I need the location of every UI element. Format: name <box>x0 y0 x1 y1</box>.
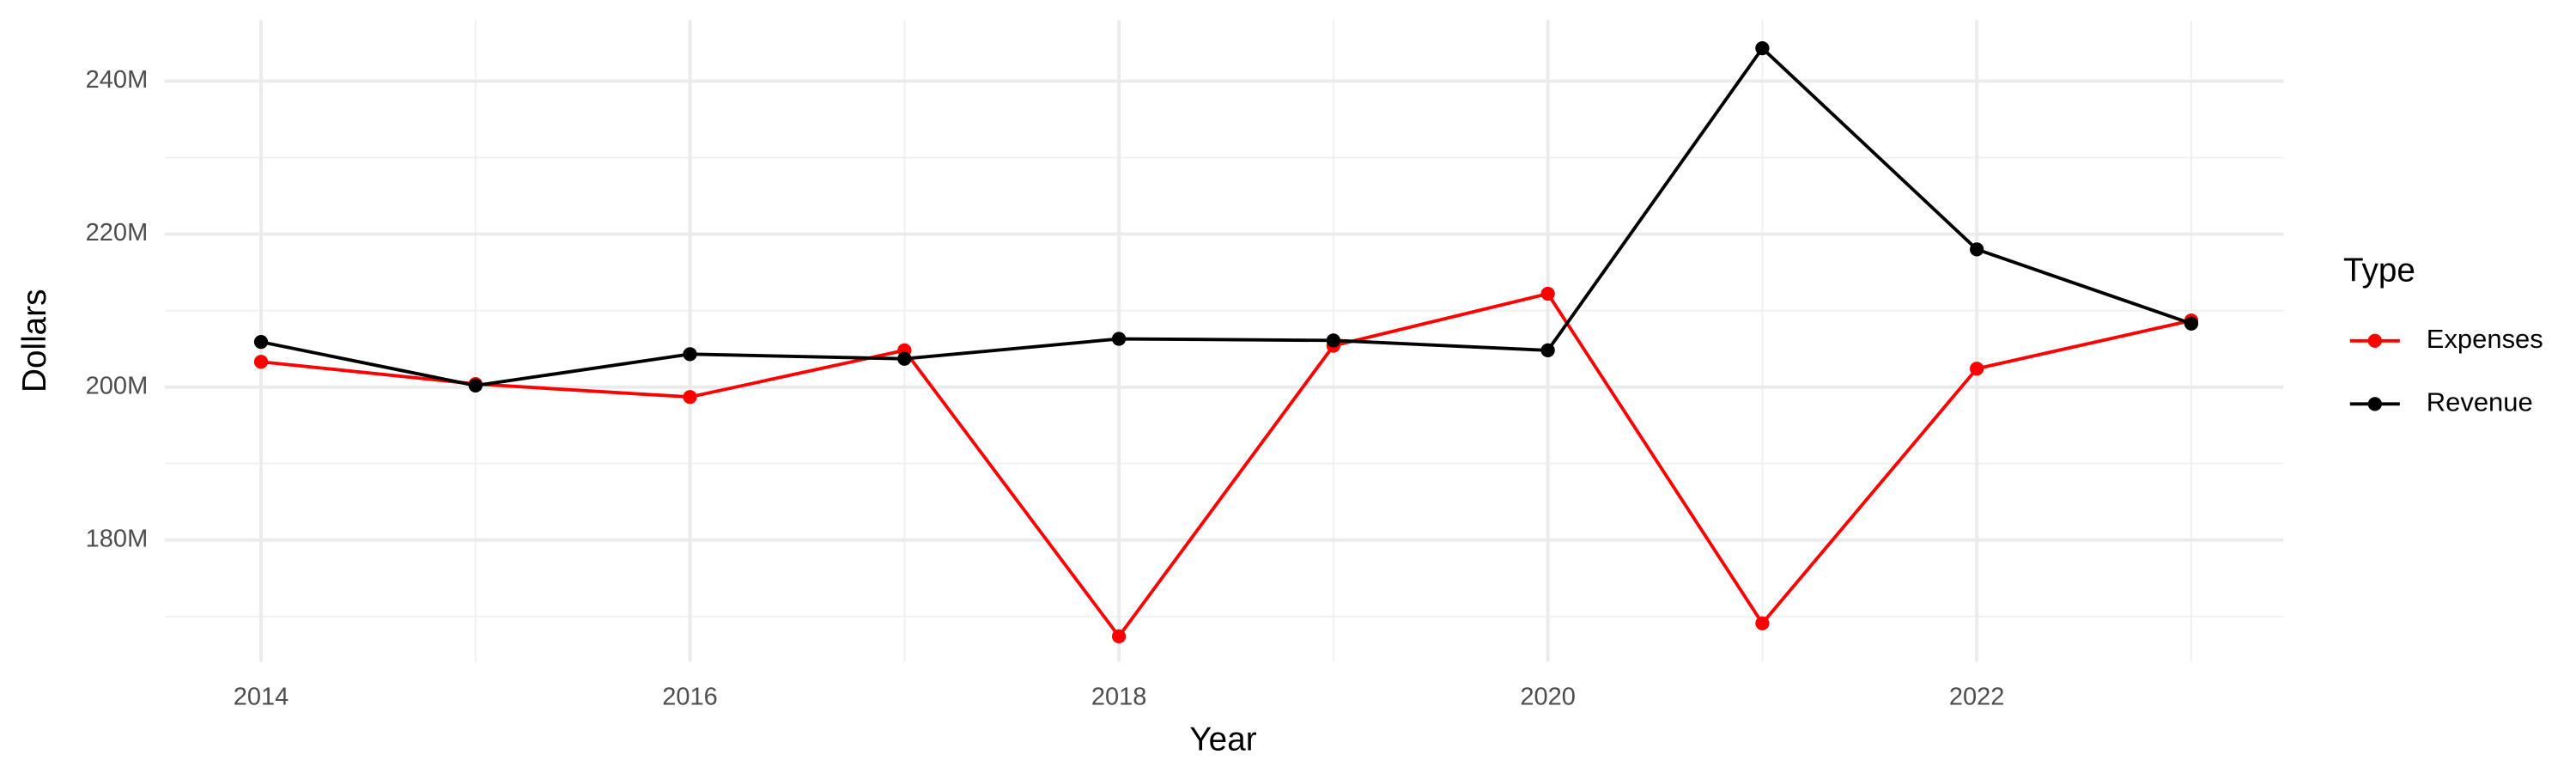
x-tick-label: 2020 <box>1520 684 1576 711</box>
legend-key-point <box>2367 333 2382 348</box>
data-point <box>2184 316 2199 331</box>
y-tick-label: 240M <box>86 66 149 94</box>
data-point <box>1755 616 1770 630</box>
x-tick-label: 2014 <box>234 684 289 711</box>
legend-title: Type <box>2343 253 2415 289</box>
legend-label: Expenses <box>2427 324 2543 354</box>
data-point <box>1326 333 1340 348</box>
x-axis-title: Year <box>1189 721 1256 758</box>
legend-label: Revenue <box>2427 386 2533 417</box>
x-tick-label: 2018 <box>1091 684 1147 711</box>
y-tick-label: 200M <box>86 372 149 399</box>
data-point <box>1111 629 1127 644</box>
data-point <box>1540 343 1555 358</box>
data-point <box>683 390 697 405</box>
series-line <box>260 291 2192 640</box>
data-point <box>1970 242 1984 257</box>
series-line <box>260 46 2192 387</box>
y-tick-label: 220M <box>86 219 149 247</box>
legend-key-point <box>2367 397 2382 411</box>
data-point <box>1540 286 1555 301</box>
y-axis-title: Dollars <box>16 289 53 393</box>
data-point <box>683 347 697 362</box>
data-point <box>253 334 269 350</box>
x-tick-label: 2022 <box>1949 684 2005 711</box>
data-point <box>468 378 483 393</box>
data-point <box>1755 41 1770 56</box>
x-tick-label: 2016 <box>662 684 718 711</box>
data-point <box>1970 362 1984 376</box>
y-tick-label: 180M <box>86 525 149 552</box>
data-point <box>897 351 912 366</box>
data-point <box>1111 332 1127 346</box>
data-point <box>253 355 269 369</box>
